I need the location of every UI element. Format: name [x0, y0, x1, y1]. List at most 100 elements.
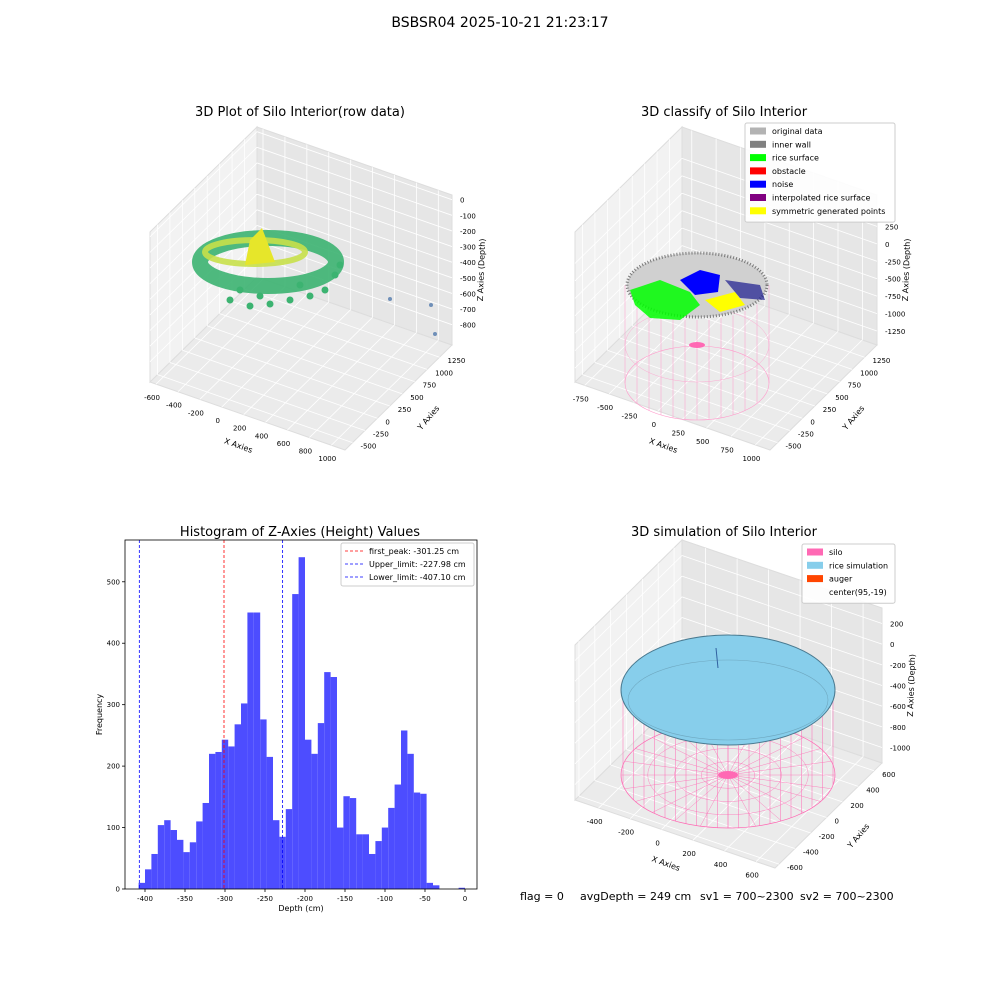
x-axis-label: X Axies [648, 436, 679, 455]
y-tick-label: 500 [410, 394, 423, 402]
status-text: sv2 = 700~2300 [800, 890, 894, 903]
legend-label: rice simulation [829, 561, 888, 570]
z-axis-label: Z Axies (Depth) [901, 238, 912, 301]
grid-line [221, 301, 330, 408]
x-tick-label: 0 [652, 421, 656, 429]
grid-line [182, 349, 378, 419]
grid-line [681, 314, 790, 420]
z-tick-label: -750 [885, 293, 901, 301]
grid-line [619, 337, 815, 407]
point [246, 302, 254, 310]
x-tick-label: 400 [714, 861, 727, 869]
z-tick-label: -700 [460, 306, 476, 314]
grid-line [755, 339, 863, 446]
bar [349, 798, 357, 889]
grid-line [157, 374, 353, 444]
point-cloud [245, 228, 275, 265]
legend-label: Lower_limit: -407.10 cm [369, 573, 466, 582]
z-tick-label: -600 [890, 703, 906, 711]
grid-line [149, 131, 258, 237]
bar [221, 739, 229, 889]
surface [627, 659, 829, 741]
y-tick-label: 500 [107, 578, 120, 586]
grid-line [256, 131, 453, 201]
grid-line [706, 322, 814, 429]
bar [273, 820, 280, 889]
point [321, 286, 329, 294]
z-tick-label: -400 [460, 259, 476, 267]
grid-line [681, 192, 878, 262]
bar [247, 612, 254, 889]
grid-line [309, 332, 417, 438]
bar [311, 753, 318, 889]
bar [285, 809, 293, 889]
grid-line [681, 227, 878, 297]
x-axis-label: X Axies [223, 436, 254, 455]
point-cloud [630, 280, 700, 320]
grid-line [231, 301, 428, 370]
x-tick-label: -250 [622, 412, 638, 420]
grid-line [194, 337, 390, 407]
status-text: sv1 = 700~2300 [700, 890, 794, 903]
legend-label: silo [829, 548, 843, 557]
y-tick-label: -600 [787, 864, 803, 872]
x-tick-label: -350 [177, 895, 193, 903]
bar [388, 807, 395, 889]
grid-line [607, 349, 803, 419]
z-tick-label: -200 [890, 662, 906, 670]
z-tick-label: -400 [890, 683, 906, 691]
bar [183, 852, 190, 889]
x-tick-label: 200 [233, 425, 246, 433]
grid-line [149, 147, 258, 253]
y-axis-label: Frequency [95, 694, 104, 736]
grid-line [574, 210, 683, 317]
legend-swatch [807, 575, 823, 583]
grid-line [219, 313, 415, 383]
bar [407, 753, 414, 889]
y-tick-label: 200 [107, 763, 120, 771]
bar [234, 724, 241, 889]
point-cloud [725, 280, 765, 300]
y-tick-label: 250 [398, 406, 411, 414]
legend-label: rice surface [772, 154, 819, 163]
legend-label: original data [772, 127, 823, 136]
bar [401, 730, 408, 889]
grid-line [155, 278, 264, 385]
bar [228, 746, 235, 889]
bar [241, 703, 248, 889]
x-tick-label: -300 [217, 895, 233, 903]
status-text: avgDepth = 249 cm [580, 890, 691, 903]
bar [138, 882, 145, 889]
y-axis-label: Y Axies [845, 822, 871, 851]
grid-line [244, 288, 440, 358]
grid-line [331, 339, 439, 446]
x-tick-label: -500 [597, 404, 613, 412]
x-tick-label: -200 [188, 409, 204, 417]
legend-swatch [750, 140, 766, 148]
grid-line [730, 331, 839, 437]
grid-line [256, 162, 453, 232]
figure-title: BSBSR04 2025-10-21 21:23:17 [391, 15, 608, 31]
bar [266, 756, 273, 889]
plot-decorations [192, 228, 836, 829]
legend-label: auger [829, 575, 853, 584]
legend-label: inner wall [772, 140, 811, 149]
point [429, 303, 433, 307]
grid-line [724, 745, 832, 852]
bar [381, 827, 389, 889]
surface [620, 634, 836, 746]
legend-label: interpolated rice surface [772, 194, 870, 203]
x-tick-label: -150 [337, 895, 353, 903]
grid-line [149, 178, 258, 284]
grid-line [644, 313, 840, 383]
bar [151, 853, 158, 889]
x-tick-label: -200 [618, 829, 634, 837]
grid-line [574, 175, 683, 282]
y-tick-label: 400 [866, 786, 879, 794]
x-tick-label: -750 [573, 395, 589, 403]
point [306, 292, 314, 300]
legend-label: first_peak: -301.25 cm [369, 547, 459, 556]
z-tick-label: -300 [460, 244, 476, 252]
legend-swatch [750, 154, 766, 162]
point [433, 332, 437, 336]
